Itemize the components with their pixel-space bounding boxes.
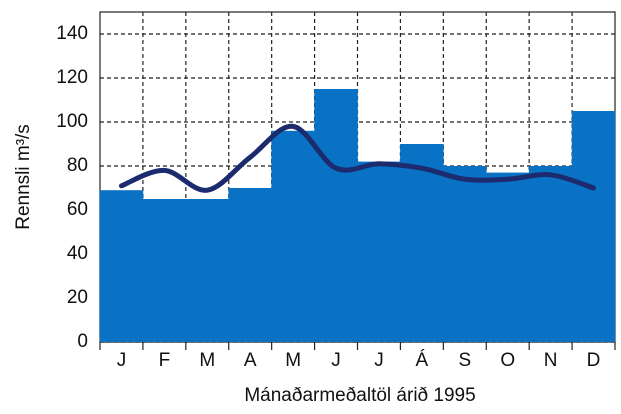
y-tick-label: 40: [67, 243, 88, 264]
bar: [528, 166, 573, 342]
bar: [142, 199, 187, 342]
bar: [228, 188, 272, 342]
y-tick-label: 120: [56, 67, 88, 88]
y-tick-label: 80: [67, 155, 88, 176]
x-tick-label: F: [159, 350, 171, 371]
y-tick-label: 140: [56, 23, 88, 44]
x-tick-label: N: [544, 350, 558, 371]
x-tick-label: O: [500, 350, 515, 371]
line: [118, 123, 597, 193]
bar: [485, 172, 530, 342]
bar: [314, 89, 358, 342]
x-axis-label: Mánaðarmeðaltöl árið 1995: [244, 385, 475, 406]
x-tick-label: J: [331, 350, 341, 371]
y-tick-label: 100: [56, 111, 88, 132]
bar: [185, 199, 230, 342]
y-tick-label: 60: [67, 199, 88, 220]
y-tick-label: 0: [77, 331, 88, 352]
x-tick-label: M: [285, 350, 301, 371]
x-tick-label: J: [117, 350, 127, 371]
bar: [271, 130, 315, 342]
y-axis-label: Rennsli m³/s: [13, 124, 34, 230]
x-tick-label: D: [587, 350, 601, 371]
bar: [443, 166, 487, 342]
bar: [400, 144, 444, 342]
bar: [357, 161, 401, 342]
x-tick-label: J: [374, 350, 384, 371]
x-tick-label: M: [199, 350, 215, 371]
x-tick-label: A: [244, 350, 257, 371]
bar: [99, 190, 144, 342]
x-tick-label: Á: [416, 350, 429, 371]
bar: [571, 111, 616, 342]
y-tick-label: 20: [67, 287, 88, 308]
x-tick-label: S: [458, 350, 471, 371]
